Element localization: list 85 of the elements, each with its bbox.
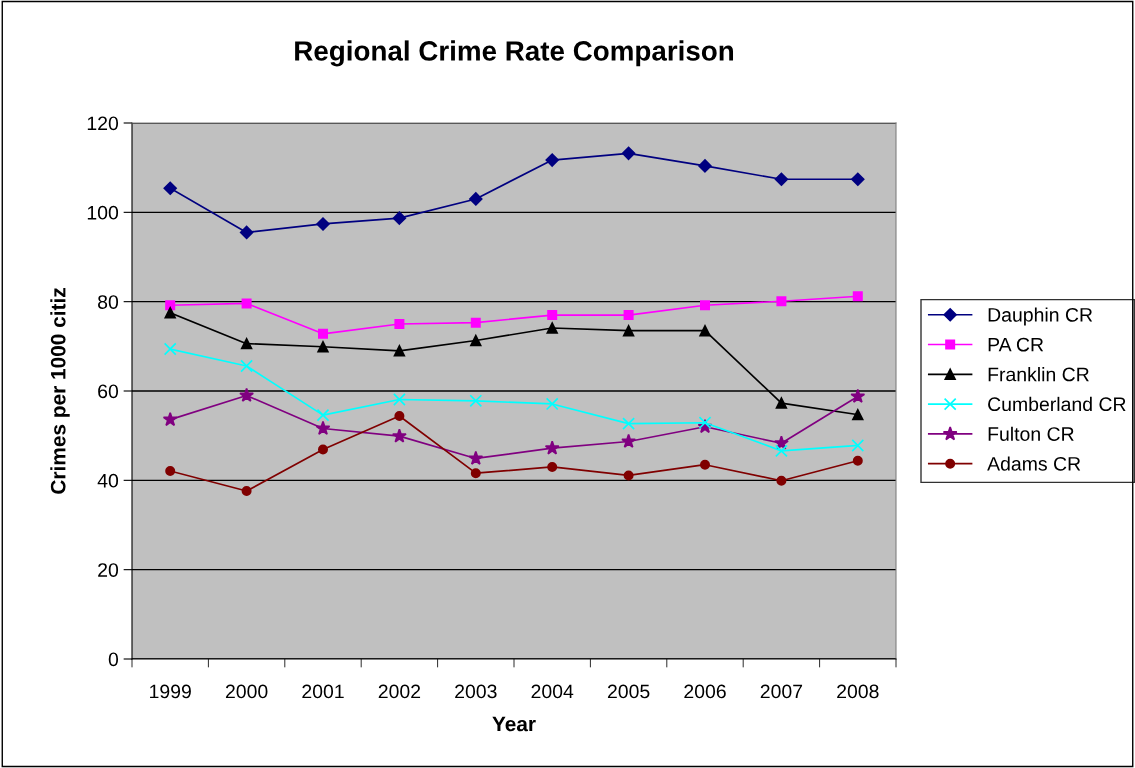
- legend-label: Cumberland CR: [988, 396, 1126, 412]
- point: [240, 359, 253, 373]
- y-tick-label: 80: [98, 295, 119, 309]
- point: [544, 440, 560, 455]
- point: [392, 211, 407, 225]
- point: [470, 334, 482, 347]
- point: [317, 444, 329, 455]
- x-axis-title: Year: [492, 716, 536, 732]
- point: [393, 393, 406, 406]
- point: [241, 298, 252, 309]
- chart-title: Regional Crime Rate Comparison: [295, 40, 734, 67]
- point: [698, 159, 712, 173]
- point: [165, 465, 176, 476]
- point: [393, 345, 406, 357]
- point: [162, 411, 178, 427]
- point: [317, 328, 329, 339]
- point: [699, 459, 711, 470]
- point: [773, 435, 789, 450]
- x-tick-label: 2008: [837, 684, 879, 699]
- point: [469, 192, 483, 206]
- point: [470, 468, 481, 479]
- point: [622, 417, 635, 430]
- point: [774, 172, 789, 187]
- point: [317, 341, 329, 353]
- point: [699, 300, 711, 311]
- point: [547, 461, 558, 472]
- x-tick-label: 1999: [150, 684, 191, 699]
- point: [468, 450, 484, 465]
- y-tick-label: 100: [87, 205, 119, 220]
- y-tick-label: 20: [98, 563, 119, 577]
- point: [699, 325, 711, 337]
- x-tick-label: 2002: [378, 684, 421, 699]
- point: [851, 439, 865, 452]
- point: [316, 217, 330, 231]
- point: [239, 225, 254, 240]
- point: [394, 411, 405, 422]
- x-tick-label: 2003: [455, 684, 497, 699]
- y-tick-label: 120: [87, 116, 119, 131]
- point: [775, 397, 788, 409]
- point: [165, 300, 176, 311]
- point: [470, 317, 481, 328]
- point: [240, 337, 253, 350]
- point: [850, 388, 866, 403]
- point: [545, 397, 559, 411]
- point: [315, 420, 331, 435]
- y-tick-label: 60: [98, 384, 119, 399]
- point: [547, 310, 558, 321]
- x-tick-label: 2006: [684, 684, 726, 699]
- legend-label: Dauphin CR: [988, 307, 1093, 326]
- point: [851, 172, 865, 187]
- y-tick-label: 0: [108, 652, 119, 667]
- point: [391, 428, 407, 443]
- point: [775, 444, 788, 458]
- point: [623, 310, 634, 321]
- point: [469, 394, 483, 408]
- point: [622, 325, 635, 337]
- x-tick-label: 2004: [531, 684, 574, 699]
- point: [163, 181, 177, 195]
- point: [241, 486, 252, 497]
- point: [621, 433, 637, 448]
- point: [163, 342, 177, 356]
- y-tick-label: 40: [97, 473, 119, 488]
- x-tick-label: 2007: [760, 684, 803, 699]
- x-tick-label: 2005: [607, 684, 650, 699]
- point: [776, 475, 787, 486]
- point: [623, 470, 634, 481]
- legend-label: Fulton CR: [988, 426, 1074, 441]
- legend-label: Adams CR: [987, 456, 1081, 471]
- x-tick-label: 2001: [302, 684, 344, 699]
- point: [545, 153, 559, 167]
- x-tick-label: 2000: [225, 684, 268, 699]
- point: [852, 291, 863, 302]
- point: [621, 146, 636, 161]
- point: [852, 455, 863, 466]
- point: [394, 318, 405, 330]
- y-axis-title: Crimes per 1000 citiz: [50, 288, 70, 494]
- point: [776, 296, 787, 307]
- point: [852, 408, 864, 421]
- legend-label: PA CR: [988, 337, 1044, 352]
- point: [698, 416, 712, 430]
- point: [316, 408, 330, 422]
- legend-label: Franklin CR: [988, 367, 1089, 382]
- point: [164, 307, 176, 319]
- point: [546, 322, 558, 334]
- point: [239, 387, 255, 402]
